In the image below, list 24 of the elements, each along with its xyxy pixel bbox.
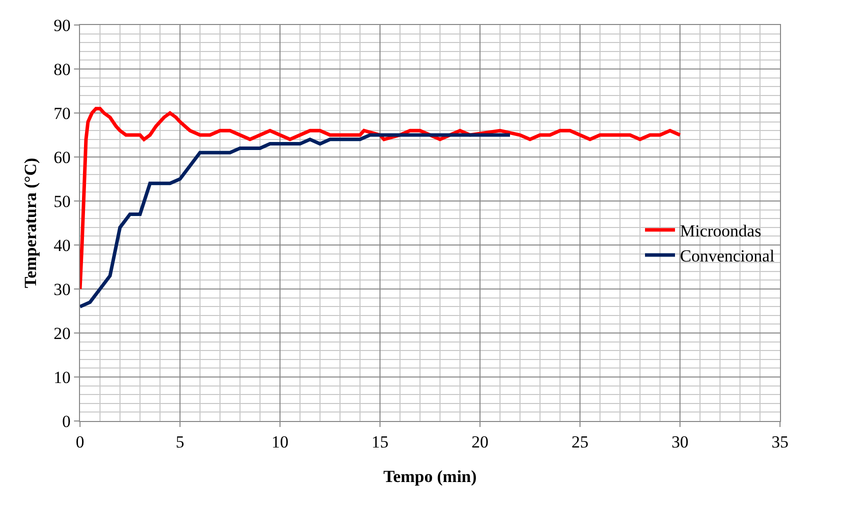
y-tick-label: 90: [54, 16, 71, 35]
x-tick-label: 25: [572, 432, 588, 452]
y-axis-title: Temperatura (°C): [21, 158, 40, 288]
y-tick-label: 80: [54, 60, 71, 79]
x-tick-label: 35: [772, 432, 788, 452]
y-tick-label: 50: [54, 192, 71, 211]
y-tick-label: 60: [54, 148, 71, 167]
legend-label: Convencional: [680, 246, 775, 266]
line-series: [80, 133, 512, 308]
y-tick-label: 30: [54, 280, 71, 299]
y-tick-label: 70: [54, 104, 71, 123]
legend-label: Microondas: [680, 221, 762, 240]
x-tick-label: 30: [672, 432, 688, 452]
x-axis-title: Tempo (min): [383, 467, 477, 486]
x-tick-label: 10: [272, 432, 288, 452]
x-tick-label: 0: [76, 432, 84, 452]
y-tick-label: 10: [54, 368, 71, 387]
line-series: [80, 106, 682, 291]
y-tick-label: 20: [54, 324, 71, 343]
x-tick-label: 15: [372, 432, 388, 452]
x-tick-label: 20: [472, 432, 488, 452]
y-tick-label: 40: [54, 236, 71, 255]
y-tick-label: 0: [62, 412, 71, 431]
x-tick-label: 5: [176, 432, 184, 452]
